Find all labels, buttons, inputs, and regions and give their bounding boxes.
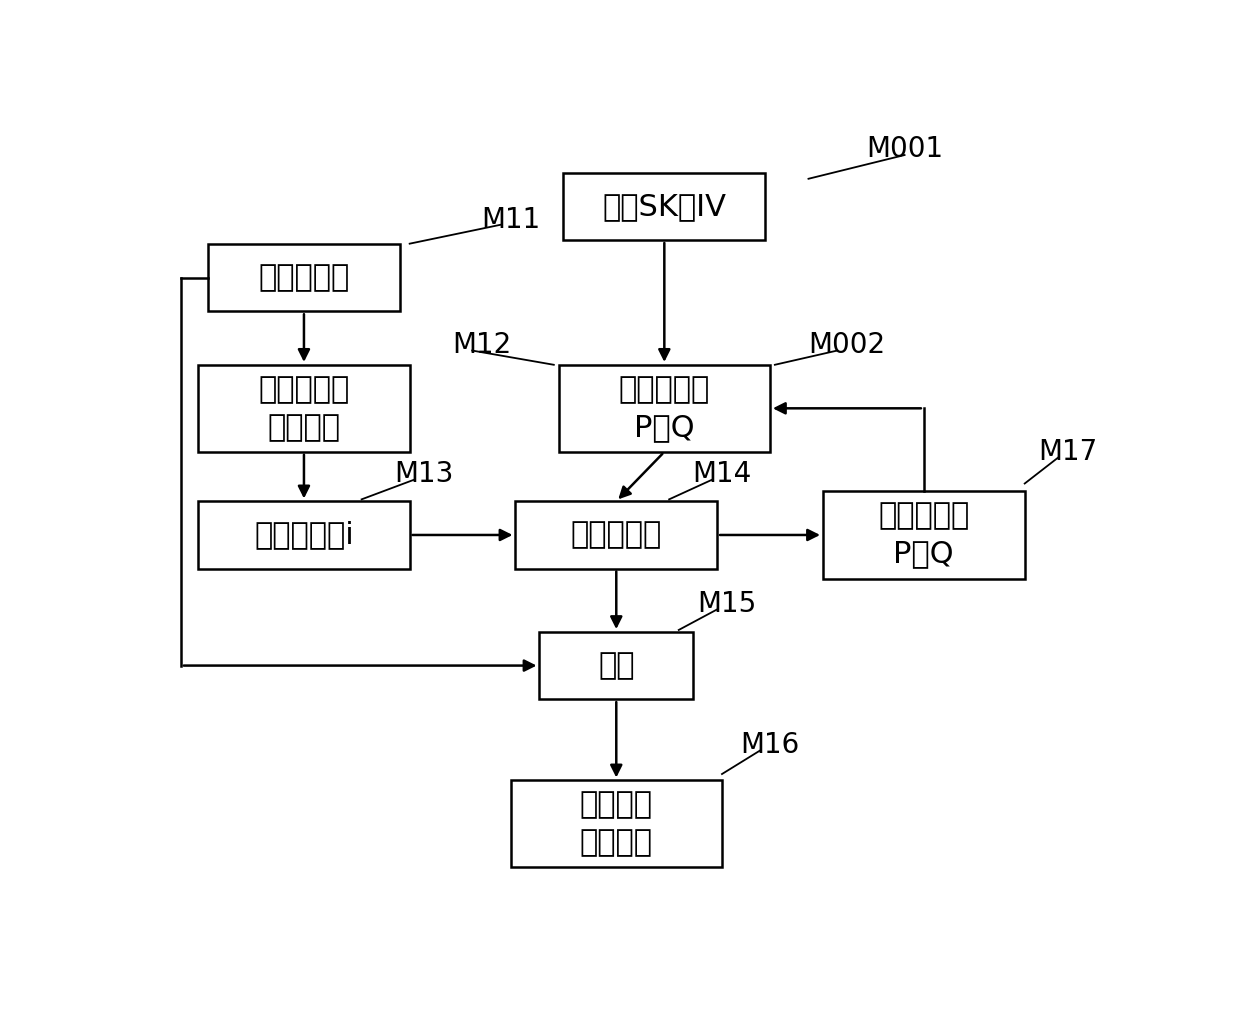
Bar bbox=[823, 491, 1024, 579]
Text: 更新密码表
P和Q: 更新密码表 P和Q bbox=[878, 502, 970, 568]
Bar bbox=[559, 365, 770, 452]
Text: 待发送加
密数据包: 待发送加 密数据包 bbox=[580, 791, 652, 857]
Text: M11: M11 bbox=[481, 206, 541, 234]
Text: 生成密钥流: 生成密钥流 bbox=[570, 520, 662, 550]
Text: M15: M15 bbox=[697, 590, 756, 618]
Bar bbox=[198, 365, 409, 452]
Text: 加密: 加密 bbox=[598, 651, 635, 681]
Text: M001: M001 bbox=[866, 135, 944, 162]
Text: M16: M16 bbox=[740, 731, 800, 759]
Bar bbox=[516, 502, 717, 568]
Bar bbox=[511, 780, 722, 868]
Text: 抽取序列号
和时间戳: 抽取序列号 和时间戳 bbox=[258, 375, 350, 442]
Text: M14: M14 bbox=[692, 460, 751, 488]
Text: M002: M002 bbox=[808, 331, 885, 359]
Bar bbox=[208, 244, 401, 311]
Text: 生成起始点i: 生成起始点i bbox=[254, 520, 353, 550]
Bar bbox=[198, 502, 409, 568]
Bar bbox=[539, 632, 693, 699]
Text: 原始数据包: 原始数据包 bbox=[258, 263, 350, 292]
Text: M17: M17 bbox=[1038, 438, 1097, 466]
Text: 建立密码表
P和Q: 建立密码表 P和Q bbox=[619, 375, 711, 442]
Text: M12: M12 bbox=[453, 331, 511, 359]
Text: 确定SK和IV: 确定SK和IV bbox=[603, 192, 727, 221]
Text: M13: M13 bbox=[394, 460, 454, 488]
Bar bbox=[563, 173, 765, 241]
